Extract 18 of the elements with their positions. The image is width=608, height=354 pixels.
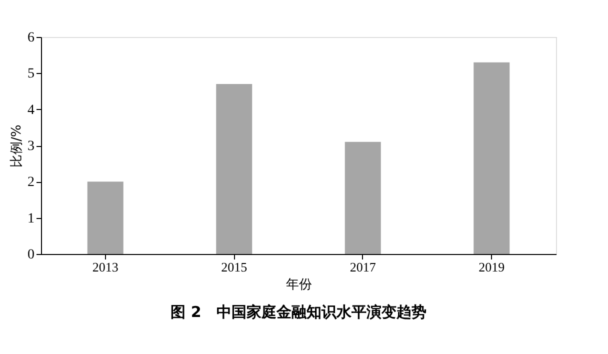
bar xyxy=(87,182,124,254)
y-tick-label: 5 xyxy=(28,66,34,82)
y-tick-label: 6 xyxy=(28,30,34,46)
bar xyxy=(474,62,510,254)
y-tick-label: 4 xyxy=(28,102,34,118)
y-axis-title: 比例/% xyxy=(10,124,24,168)
x-tick-label: 2019 xyxy=(478,260,505,274)
text: 图 2 中国家庭金融知识水平演变趋势 xyxy=(170,303,426,321)
x-tick-label: 2013 xyxy=(92,260,118,274)
bar xyxy=(216,84,252,254)
y-tick-label: 3 xyxy=(28,139,34,154)
x-tick-label: 2015 xyxy=(221,260,248,274)
x-tick-label: 2017 xyxy=(350,260,376,274)
y-tick-label: 1 xyxy=(28,211,34,226)
bar xyxy=(344,142,381,254)
y-tick-label: 0 xyxy=(28,248,34,262)
y-tick-label: 2 xyxy=(28,175,34,190)
x-axis-title: 年份 xyxy=(286,278,312,292)
